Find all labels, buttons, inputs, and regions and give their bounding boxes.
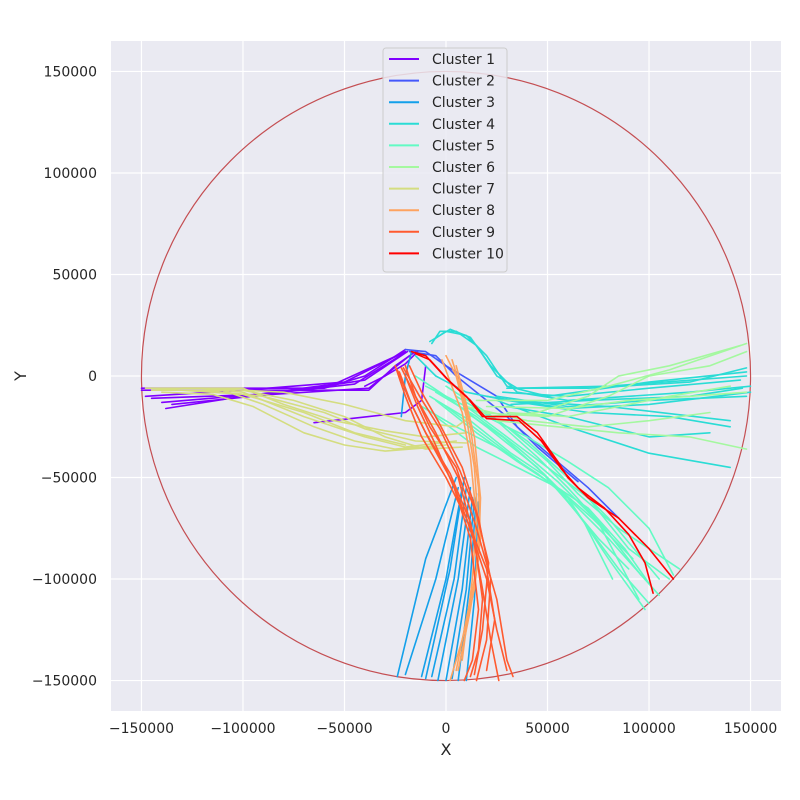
series-line: [506, 385, 732, 418]
series-line: [428, 328, 752, 402]
legend-box: [382, 47, 508, 273]
series-line: [485, 415, 675, 576]
series-line: [501, 379, 742, 398]
series-line: [485, 391, 748, 410]
series-line: [363, 350, 419, 388]
series-line: [506, 399, 732, 428]
series-line: [430, 486, 468, 678]
series-line: [475, 350, 748, 418]
series-line: [150, 387, 407, 446]
series-line: [404, 364, 484, 678]
series-line: [506, 367, 748, 390]
legend: Cluster 1 Cluster 2 Cluster 3 Cluster 4 Clus…: [382, 47, 508, 273]
y-tick-label: −50000: [41, 471, 97, 487]
series-line: [495, 419, 748, 450]
series-line: [475, 342, 748, 402]
series-layer: [140, 328, 752, 682]
y-tick-label: 0: [88, 369, 97, 385]
series-line: [455, 364, 482, 672]
series-line: [402, 367, 490, 676]
legend-label: Cluster 3: [432, 95, 495, 111]
x-tick-label: 150000: [724, 721, 777, 737]
x-tick-label: −100000: [210, 721, 275, 737]
series-line: [398, 371, 496, 672]
series-line: [465, 501, 480, 682]
legend-label: Cluster 4: [432, 117, 495, 133]
series-8: [441, 354, 482, 682]
series-line: [408, 364, 492, 682]
y-tick-label: −100000: [32, 572, 97, 588]
series-line: [201, 387, 472, 428]
series-line: [242, 389, 464, 450]
series-line: [414, 354, 732, 422]
series-line: [150, 389, 447, 450]
legend-label: Cluster 1: [432, 52, 495, 68]
series-line: [161, 391, 437, 452]
tick-labels: −150000 −100000 −50000 0 50000 100000 150000 −1…: [32, 64, 777, 737]
y-tick-label: 50000: [52, 267, 97, 283]
series-line: [181, 387, 468, 438]
y-tick-label: −150000: [32, 674, 97, 690]
legend-label: Cluster 8: [432, 203, 495, 219]
legend-label: Cluster 5: [432, 138, 495, 154]
legend-label: Cluster 6: [432, 160, 495, 176]
x-axis-label: X: [441, 740, 452, 759]
series-9: [394, 364, 514, 682]
series-line: [441, 358, 478, 662]
series-line: [404, 375, 480, 682]
series-line: [420, 486, 464, 678]
series-line: [445, 405, 634, 560]
series-2: [404, 348, 620, 519]
x-tick-label: 100000: [622, 721, 675, 737]
legend-label: Cluster 10: [432, 246, 504, 262]
x-tick-label: −150000: [109, 721, 174, 737]
legend-label: Cluster 9: [432, 225, 495, 241]
series-line: [465, 411, 661, 597]
series-line: [414, 352, 654, 595]
series-line: [404, 486, 460, 676]
series-line: [408, 350, 579, 483]
legend-label: Cluster 2: [432, 74, 495, 90]
series-3: [396, 350, 480, 682]
series-line: [396, 476, 458, 678]
series-line: [506, 405, 711, 438]
x-tick-label: 0: [442, 721, 451, 737]
y-axis-label: Y: [11, 371, 30, 382]
series-line: [313, 364, 427, 424]
y-tick-label: 150000: [44, 64, 97, 80]
series-line: [424, 476, 466, 680]
series-line: [445, 385, 661, 580]
y-tick-label: 100000: [44, 166, 97, 182]
x-tick-label: 50000: [525, 721, 570, 737]
series-10: [410, 350, 675, 595]
x-tick-label: −50000: [316, 721, 372, 737]
legend-label: Cluster 7: [432, 182, 495, 198]
